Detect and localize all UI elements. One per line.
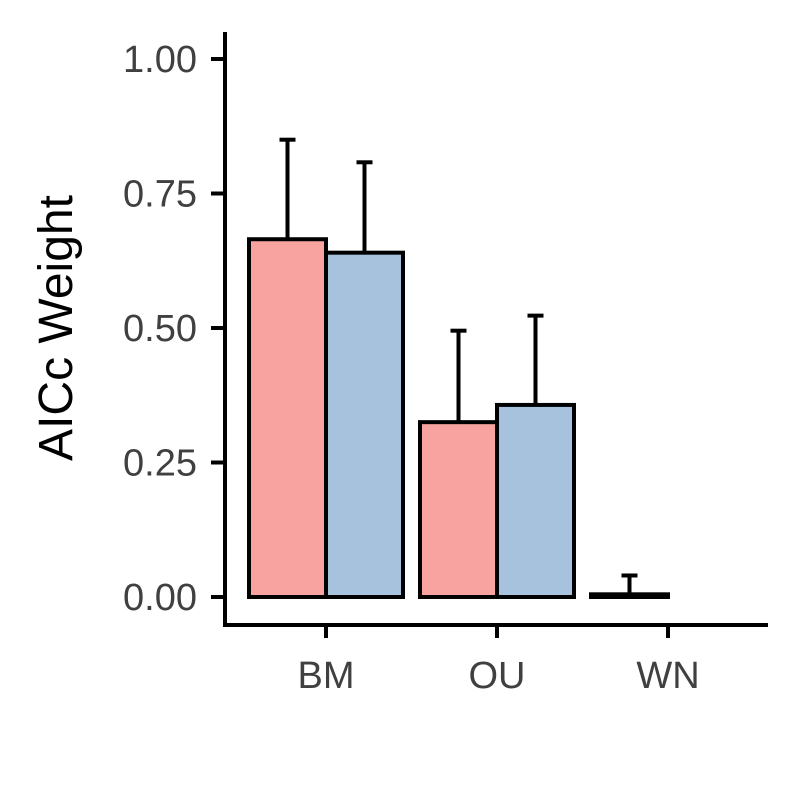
bar-bm-series-1 bbox=[247, 237, 328, 599]
x-tick-label-ou: OU bbox=[469, 655, 526, 697]
bar-wn-series-1 bbox=[589, 592, 670, 599]
x-tick-label-bm: BM bbox=[298, 655, 355, 697]
y-tick-label-4: 1.00 bbox=[123, 39, 197, 81]
y-tick-label-0: 0.00 bbox=[123, 577, 197, 619]
y-ticks-layer: 0.00 0.25 0.50 0.75 1.00 bbox=[123, 39, 225, 619]
y-tick-label-1: 0.25 bbox=[123, 443, 197, 485]
error-bars-layer bbox=[279, 137, 638, 595]
bar-bm-series-2 bbox=[324, 250, 405, 599]
y-axis-title: AICc Weight bbox=[30, 195, 83, 461]
bar-ou-series-2 bbox=[495, 402, 576, 599]
bar-ou-series-1 bbox=[418, 420, 499, 599]
x-tick-label-wn: WN bbox=[636, 655, 699, 697]
x-ticks-layer: BM OU WN bbox=[298, 627, 700, 697]
y-tick-label-3: 0.75 bbox=[123, 174, 197, 216]
y-tick-label-2: 0.50 bbox=[123, 308, 197, 350]
